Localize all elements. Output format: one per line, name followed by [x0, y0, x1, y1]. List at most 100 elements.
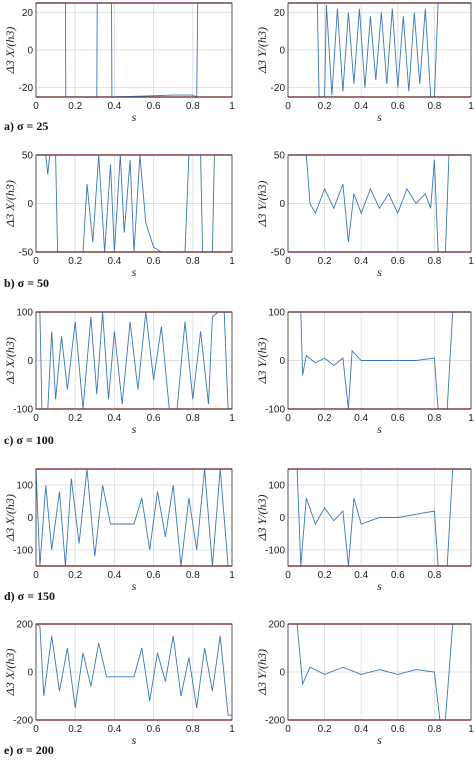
x-axis-label: s: [377, 422, 382, 436]
x-tick-label: 0: [33, 256, 39, 267]
x-tick-label: 1: [229, 413, 235, 424]
x-tick-label: 0.2: [68, 724, 82, 735]
y-tick-label: 0: [27, 513, 33, 524]
x-tick-label: 1: [468, 724, 474, 735]
axes-frame: [287, 311, 472, 410]
y-tick-label: 20: [274, 8, 286, 19]
panel-caption: a) σ = 25: [4, 119, 48, 133]
y-tick-label: -50: [19, 248, 34, 259]
x-tick-label: 0.8: [427, 570, 441, 581]
x-tick-label: 0: [33, 413, 39, 424]
y-tick-label: 0: [279, 668, 285, 679]
y-tick-label: -50: [271, 248, 286, 259]
x-tick-label: 0.6: [391, 256, 405, 267]
x-axis-label: s: [377, 110, 382, 124]
panel-a-x: 0 0.2 0.4 0.6 0.8 1 -20 0 20 s Δ3 X/(h3): [3, 2, 235, 124]
x-tick-label: 0.2: [318, 101, 332, 112]
y-tick-label: 0: [27, 356, 33, 367]
x-tick-label: 1: [229, 101, 235, 112]
axes-frame: [287, 154, 472, 253]
y-tick-label: -20: [19, 83, 34, 94]
y-axis-label: Δ3 Y/(h3): [255, 27, 269, 74]
x-tick-label: 1: [229, 570, 235, 581]
x-tick-label: 1: [468, 413, 474, 424]
x-tick-label: 0: [285, 724, 291, 735]
x-axis-label: s: [132, 422, 137, 436]
x-axis-label: s: [132, 579, 137, 593]
x-axis-label: s: [377, 579, 382, 593]
y-axis-label: Δ3 X/(h3): [3, 180, 17, 228]
y-tick-label: 0: [279, 46, 285, 57]
x-tick-label: 0.6: [147, 724, 161, 735]
y-tick-label: 0: [279, 513, 285, 524]
x-tick-label: 0.4: [107, 413, 121, 424]
series-line: [35, 623, 232, 716]
y-axis-label: Δ3 Y/(h3): [255, 494, 269, 541]
panel-caption: e) σ = 200: [4, 743, 54, 757]
axes-frame: [35, 623, 233, 721]
y-tick-label: 0: [27, 46, 33, 57]
series-line: [36, 2, 232, 98]
axes-frame: [287, 623, 472, 721]
x-tick-label: 0.8: [427, 724, 441, 735]
x-tick-label: 0.6: [147, 256, 161, 267]
series-line: [35, 468, 232, 567]
y-tick-label: -100: [265, 545, 285, 556]
x-axis-label: s: [132, 265, 137, 279]
axes-frame: [287, 468, 472, 567]
x-tick-label: 0.8: [427, 256, 441, 267]
x-axis-label: s: [377, 265, 382, 279]
panel-caption: c) σ = 100: [4, 433, 54, 447]
y-tick-label: 20: [22, 8, 34, 19]
y-tick-label: 0: [27, 668, 33, 679]
x-tick-label: 0.8: [427, 101, 441, 112]
x-tick-label: 0: [285, 570, 291, 581]
x-tick-label: 0.2: [68, 413, 82, 424]
x-tick-label: 0.6: [391, 724, 405, 735]
x-axis-label: s: [377, 733, 382, 747]
y-tick-label: 50: [274, 151, 286, 162]
y-tick-label: 200: [16, 620, 33, 631]
x-tick-label: 1: [229, 724, 235, 735]
y-axis-label: Δ3 X/(h3): [3, 337, 17, 385]
x-tick-label: 1: [229, 256, 235, 267]
y-tick-label: -20: [271, 83, 286, 94]
x-tick-label: 0.8: [186, 256, 200, 267]
y-tick-label: 0: [27, 199, 33, 210]
y-tick-label: 200: [268, 620, 285, 631]
y-axis-label: Δ3 Y/(h3): [255, 180, 269, 227]
y-axis-label: Δ3 X/(h3): [3, 494, 17, 542]
x-tick-label: 0.4: [107, 724, 121, 735]
x-tick-label: 0.6: [391, 413, 405, 424]
x-tick-label: 0.8: [186, 101, 200, 112]
y-tick-label: -100: [265, 405, 285, 416]
x-tick-label: 0.8: [186, 570, 200, 581]
axes-frame: [35, 154, 233, 253]
x-tick-label: 0: [33, 724, 39, 735]
x-tick-label: 0.2: [68, 101, 82, 112]
x-tick-label: 0.4: [354, 256, 368, 267]
x-tick-label: 0.4: [107, 256, 121, 267]
series-line: [288, 2, 471, 98]
y-axis-label: Δ3 Y/(h3): [255, 649, 269, 696]
x-tick-label: 0.2: [318, 570, 332, 581]
x-tick-label: 0.6: [391, 101, 405, 112]
y-tick-label: 100: [268, 481, 285, 492]
x-tick-label: 0: [33, 570, 39, 581]
y-tick-label: 0: [279, 199, 285, 210]
y-tick-label: -200: [13, 716, 33, 727]
series-line: [288, 154, 471, 253]
x-tick-label: 0.4: [354, 724, 368, 735]
x-tick-label: 0.8: [186, 413, 200, 424]
x-tick-label: 0.2: [318, 413, 332, 424]
y-axis-label: Δ3 X/(h3): [3, 27, 17, 75]
x-tick-label: 0.2: [318, 256, 332, 267]
x-tick-label: 0: [285, 101, 291, 112]
x-axis-label: s: [132, 733, 137, 747]
x-tick-label: 1: [468, 101, 474, 112]
y-tick-label: 0: [279, 356, 285, 367]
x-tick-label: 0.4: [107, 101, 121, 112]
